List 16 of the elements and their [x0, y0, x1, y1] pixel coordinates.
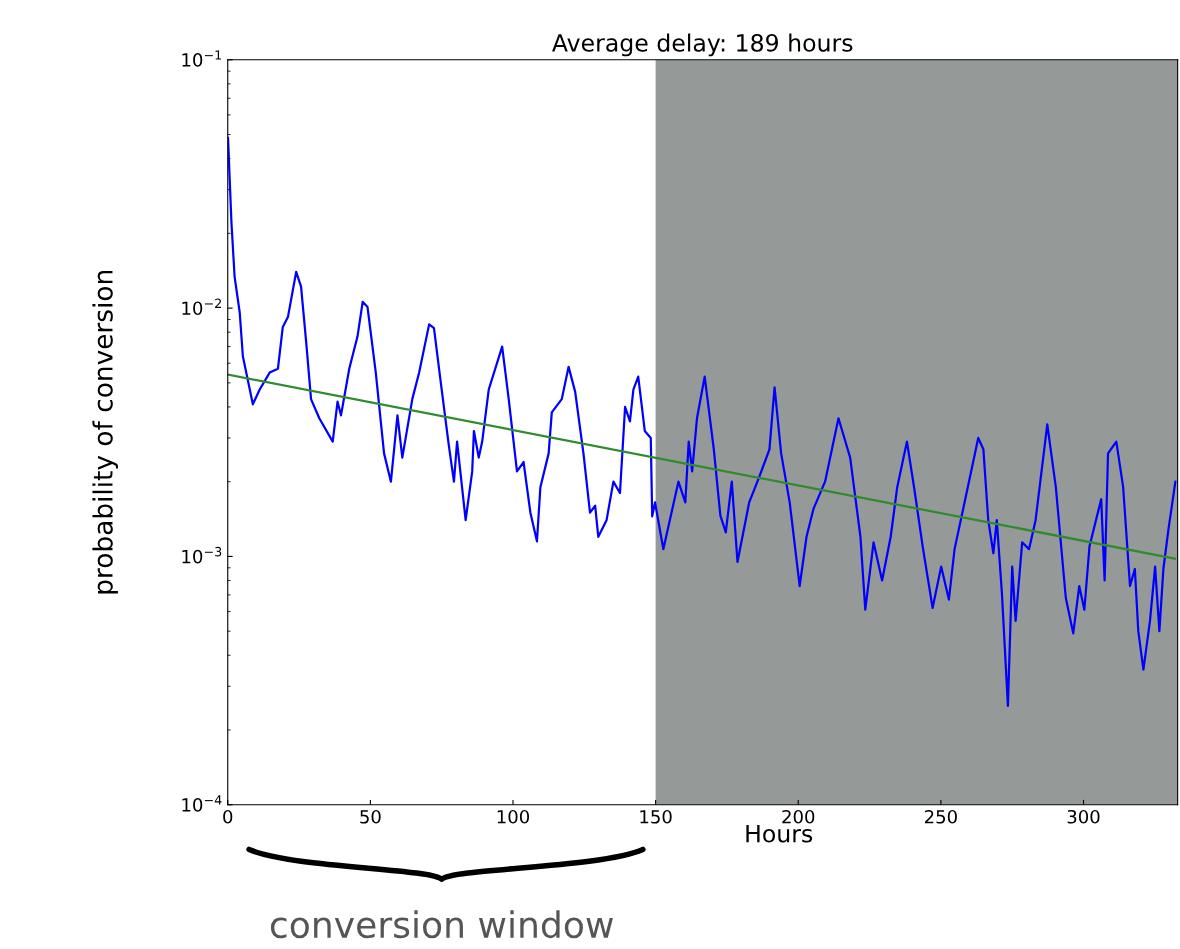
x-tick-label: 0	[223, 809, 233, 824]
y-axis-title: probability of conversion	[92, 271, 118, 594]
y-tick-label: 10$^{−2}$	[182, 298, 221, 316]
x-tick-label: 50	[360, 809, 381, 824]
x-tick-label: 100	[497, 809, 530, 824]
line-series	[227, 136, 1177, 708]
x-tick-label: 300	[1067, 809, 1100, 824]
x-tick-label: 150	[640, 809, 672, 824]
x-tick-label: 200	[782, 809, 815, 824]
text: conversion window	[270, 910, 613, 939]
y-tick-label: 10$^{−4}$	[182, 795, 222, 812]
y-tick-label: 10$^{−1}$	[182, 50, 222, 67]
chart-title: Average delay: 189 hours	[552, 33, 853, 57]
x-tick-label: 250	[924, 809, 957, 824]
x-axis-title: Hours	[746, 825, 813, 843]
y-tick-label: 10$^{−3}$	[182, 546, 222, 564]
